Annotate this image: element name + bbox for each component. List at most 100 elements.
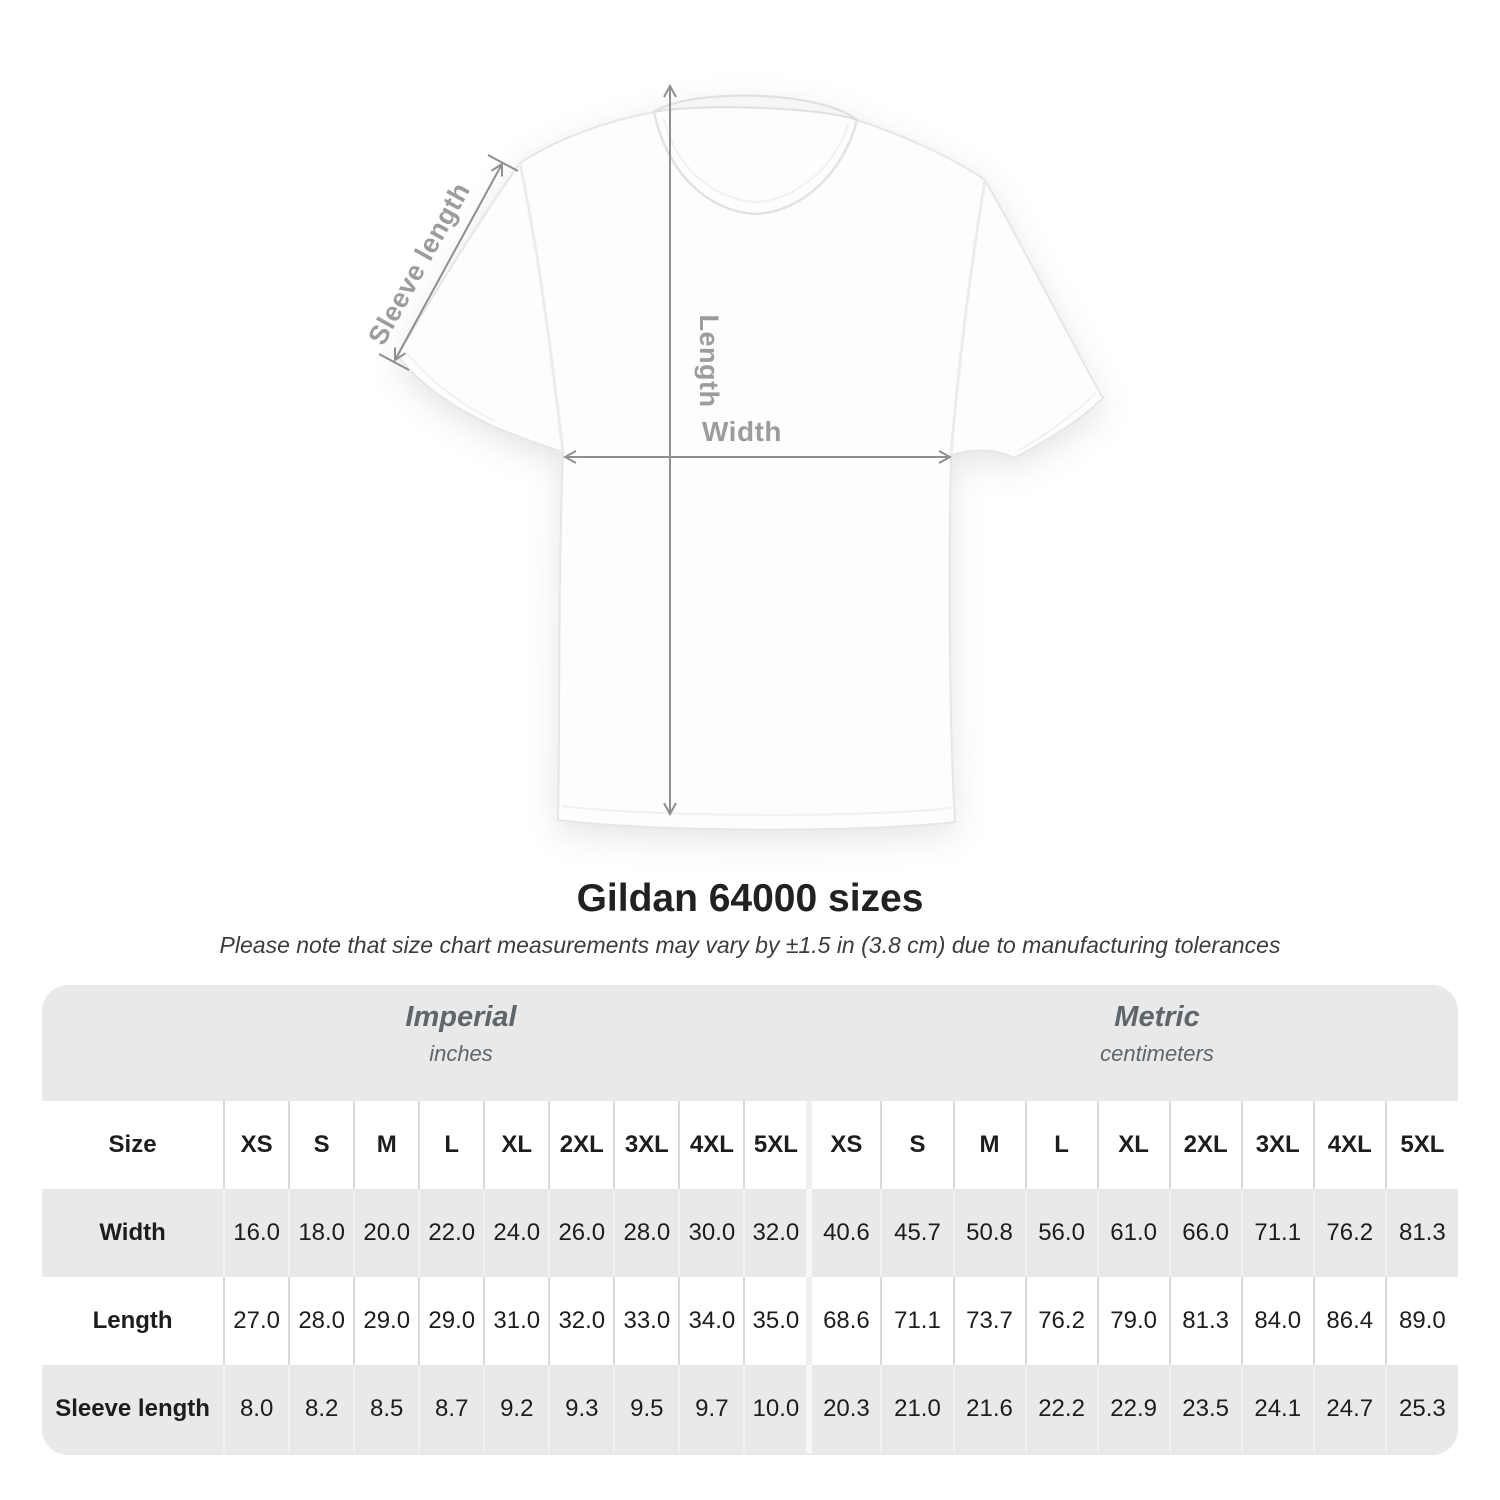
width-row: Width 16.0 18.0 20.0 22.0 24.0 26.0 28.0… (42, 1189, 1458, 1277)
sleeve-metric-value: 22.9 (1096, 1365, 1170, 1453)
imperial-size-xs: XS (223, 1101, 290, 1189)
sleeve-imperial-value: 8.0 (223, 1365, 290, 1453)
sleeve-metric-value: 21.0 (880, 1365, 954, 1453)
width-metric-value: 76.2 (1312, 1189, 1386, 1277)
metric-size-s: S (880, 1101, 954, 1189)
sleeve-dimension-tick-top (487, 154, 519, 172)
sleeve-imperial-value: 9.7 (678, 1365, 745, 1453)
width-metric-value: 50.8 (952, 1189, 1026, 1277)
width-metric-value: 66.0 (1168, 1189, 1242, 1277)
length-metric-value: 73.7 (952, 1277, 1026, 1365)
metric-size-xl: XL (1096, 1101, 1170, 1189)
sleeve-dimension-line (395, 164, 502, 360)
imperial-size-4xl: 4XL (678, 1101, 745, 1189)
width-dimension-label: Width (702, 416, 782, 447)
width-metric-value: 45.7 (880, 1189, 954, 1277)
sleeve-metric-value: 20.3 (806, 1365, 882, 1453)
imperial-size-2xl: 2XL (548, 1101, 615, 1189)
tolerance-note: Please note that size chart measurements… (219, 931, 1281, 958)
metric-size-5xl: 5XL (1384, 1101, 1458, 1189)
heading-block: Gildan 64000 sizes Please note that size… (0, 877, 1500, 959)
length-imperial-value: 34.0 (678, 1277, 745, 1365)
sleeve-metric-value: 24.7 (1312, 1365, 1386, 1453)
size-chart-panel: Imperial inches Metric centimeters Size … (42, 985, 1458, 1455)
sleeve-imperial-value: 10.0 (743, 1365, 810, 1453)
tshirt-neckline-rib (663, 118, 849, 204)
length-imperial-value: 27.0 (223, 1277, 290, 1365)
sleeve-dimension-tick-bottom (378, 353, 410, 371)
tshirt-right-cuff-stitch (1017, 392, 1097, 452)
length-metric-value: 81.3 (1168, 1277, 1242, 1365)
width-imperial-value: 26.0 (548, 1189, 615, 1277)
metric-size-m: M (952, 1101, 1026, 1189)
width-metric-value: 61.0 (1096, 1189, 1170, 1277)
width-imperial-value: 28.0 (613, 1189, 680, 1277)
length-metric-value: 89.0 (1384, 1277, 1458, 1365)
width-row-label: Width (99, 1219, 166, 1246)
width-metric-value: 81.3 (1384, 1189, 1458, 1277)
length-imperial-value: 28.0 (288, 1277, 355, 1365)
sleeve-length-row: Sleeve length 8.0 8.2 8.5 8.7 9.2 9.3 9.… (42, 1365, 1458, 1453)
sleeve-imperial-value: 8.2 (288, 1365, 355, 1453)
sleeve-metric-value: 21.6 (952, 1365, 1026, 1453)
imperial-size-5xl: 5XL (743, 1101, 810, 1189)
metric-size-xs: XS (806, 1101, 882, 1189)
tshirt-body (396, 94, 1105, 831)
imperial-size-l: L (418, 1101, 485, 1189)
page-title: Gildan 64000 sizes (576, 877, 924, 920)
imperial-unit-sub: inches (429, 1041, 493, 1066)
imperial-size-m: M (353, 1101, 420, 1189)
sleeve-imperial-value: 9.2 (483, 1365, 550, 1453)
size-header-row: Size XS S M L XL 2XL 3XL 4XL 5XL XS S M … (42, 1101, 1458, 1189)
imperial-size-s: S (288, 1101, 355, 1189)
length-metric-value: 84.0 (1240, 1277, 1314, 1365)
size-table: Size XS S M L XL 2XL 3XL 4XL 5XL XS S M … (42, 1101, 1458, 1453)
sleeve-metric-value: 24.1 (1240, 1365, 1314, 1453)
sleeve-metric-value: 23.5 (1168, 1365, 1242, 1453)
length-metric-value: 71.1 (880, 1277, 954, 1365)
sleeve-imperial-value: 8.5 (353, 1365, 420, 1453)
imperial-unit-header: Imperial inches (405, 1001, 516, 1067)
length-metric-value: 68.6 (806, 1277, 882, 1365)
width-imperial-value: 30.0 (678, 1189, 745, 1277)
tshirt-hem-stitch (561, 805, 952, 816)
width-imperial-value: 24.0 (483, 1189, 550, 1277)
sleeve-imperial-value: 9.3 (548, 1365, 615, 1453)
metric-size-4xl: 4XL (1312, 1101, 1386, 1189)
sleeve-metric-value: 22.2 (1024, 1365, 1098, 1453)
length-metric-value: 86.4 (1312, 1277, 1386, 1365)
tshirt-right-sleeve-seam (949, 179, 987, 456)
imperial-unit-name: Imperial (405, 1001, 517, 1033)
metric-size-3xl: 3XL (1240, 1101, 1314, 1189)
width-imperial-value: 16.0 (223, 1189, 290, 1277)
metric-unit-sub: centimeters (1100, 1041, 1214, 1066)
length-metric-value: 76.2 (1024, 1277, 1098, 1365)
length-dimension-label: Length (694, 315, 724, 408)
length-imperial-value: 31.0 (483, 1277, 550, 1365)
width-metric-value: 40.6 (806, 1189, 882, 1277)
width-metric-value: 56.0 (1024, 1189, 1098, 1277)
length-imperial-value: 29.0 (353, 1277, 420, 1365)
tshirt-measurement-diagram: Sleeve length Length Width (362, 0, 1105, 831)
width-imperial-value: 18.0 (288, 1189, 355, 1277)
length-row: Length 27.0 28.0 29.0 29.0 31.0 32.0 33.… (42, 1277, 1458, 1365)
tshirt-left-sleeve-seam (518, 162, 565, 453)
metric-unit-header: Metric centimeters (1100, 1001, 1214, 1067)
sleeve-length-row-label: Sleeve length (55, 1395, 210, 1422)
width-imperial-value: 22.0 (418, 1189, 485, 1277)
sleeve-imperial-value: 9.5 (613, 1365, 680, 1453)
length-imperial-value: 35.0 (743, 1277, 810, 1365)
sleeve-metric-value: 25.3 (1384, 1365, 1458, 1453)
metric-size-l: L (1024, 1101, 1098, 1189)
width-imperial-value: 20.0 (353, 1189, 420, 1277)
length-imperial-value: 29.0 (418, 1277, 485, 1365)
length-imperial-value: 33.0 (613, 1277, 680, 1365)
unit-header-band: Imperial inches Metric centimeters (42, 985, 1458, 1101)
imperial-size-xl: XL (483, 1101, 550, 1189)
width-imperial-value: 32.0 (743, 1189, 810, 1277)
metric-size-2xl: 2XL (1168, 1101, 1242, 1189)
tshirt-left-cuff-stitch (405, 351, 497, 422)
length-imperial-value: 32.0 (548, 1277, 615, 1365)
length-row-label: Length (92, 1307, 173, 1334)
